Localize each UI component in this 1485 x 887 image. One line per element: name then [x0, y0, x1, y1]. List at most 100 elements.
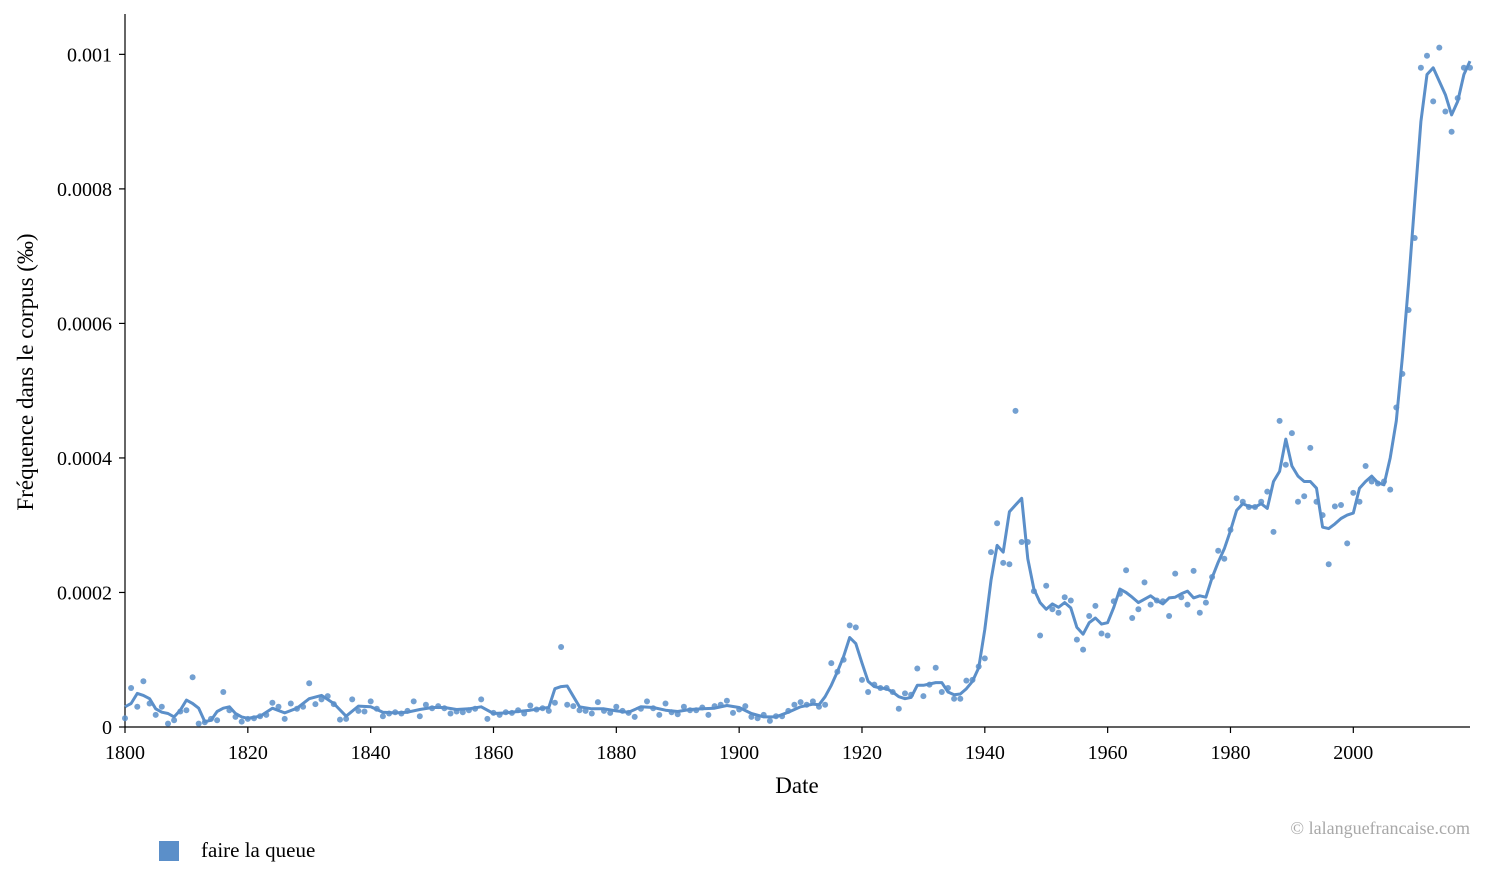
- x-tick-label: 1920: [842, 742, 882, 764]
- series-line: [124, 60, 1472, 724]
- data-point: [1350, 489, 1357, 496]
- x-tick-label: 1880: [596, 742, 636, 764]
- x-tick-label: 1800: [105, 742, 145, 764]
- data-point: [1196, 609, 1203, 616]
- data-point: [1147, 601, 1154, 608]
- data-point: [914, 665, 921, 672]
- data-point: [1430, 98, 1437, 105]
- x-tick-label: 1840: [351, 742, 391, 764]
- data-point: [355, 707, 362, 714]
- data-point: [797, 699, 804, 706]
- data-point: [994, 520, 1001, 527]
- data-point: [1270, 528, 1277, 535]
- y-tick-label: 0.001: [67, 44, 112, 66]
- data-point: [766, 717, 773, 724]
- data-point: [189, 674, 196, 681]
- data-point: [1442, 108, 1449, 115]
- data-point: [1202, 599, 1209, 606]
- data-point: [938, 689, 945, 695]
- data-point: [1141, 579, 1148, 586]
- data-point: [140, 678, 147, 685]
- data-point: [551, 699, 558, 706]
- data-point: [730, 709, 736, 716]
- data-point: [1018, 539, 1025, 545]
- data-point: [349, 696, 356, 703]
- data-point: [1086, 613, 1093, 619]
- data-point: [158, 703, 165, 710]
- data-point: [312, 701, 319, 708]
- x-tick-label: 1940: [965, 742, 1005, 764]
- data-point: [422, 701, 429, 708]
- data-point: [705, 711, 712, 718]
- y-axis: 0 0.0002 0.0004 0.0006 0.0008 0.001: [57, 14, 126, 739]
- x-tick-label: 1900: [719, 742, 759, 764]
- data-point: [1000, 559, 1007, 566]
- data-point: [379, 713, 386, 720]
- data-point: [478, 696, 485, 703]
- data-point: [932, 664, 939, 671]
- data-point: [859, 676, 865, 683]
- data-point: [183, 707, 190, 714]
- data-point: [361, 708, 368, 715]
- data-point: [822, 701, 829, 708]
- data-point: [1067, 597, 1074, 604]
- data-point: [1387, 486, 1394, 493]
- data-point: [1307, 444, 1314, 451]
- data-point: [1135, 606, 1142, 613]
- data-point: [269, 699, 276, 706]
- data-point: [1436, 44, 1443, 51]
- data-point: [1301, 493, 1308, 500]
- data-point: [1221, 555, 1228, 562]
- data-point: [1049, 606, 1056, 613]
- data-point: [951, 695, 958, 702]
- data-point: [1282, 461, 1289, 468]
- data-point: [1123, 567, 1130, 574]
- data-point: [1338, 502, 1344, 508]
- data-point: [644, 698, 650, 705]
- data-point: [564, 701, 571, 708]
- data-point: [988, 549, 994, 556]
- legend-swatch: [159, 840, 179, 861]
- data-point: [484, 715, 491, 722]
- data-point: [122, 715, 128, 722]
- data-point: [1012, 407, 1019, 414]
- data-point: [594, 699, 601, 706]
- data-point: [742, 703, 749, 710]
- data-point: [1424, 52, 1430, 59]
- data-point: [1325, 561, 1332, 568]
- data-point: [1368, 478, 1375, 485]
- data-point: [134, 703, 141, 710]
- data-point: [680, 703, 687, 710]
- y-axis-title: Fréquence dans le corpus (‰): [13, 233, 38, 510]
- x-axis-title: Date: [775, 773, 818, 798]
- data-point: [1288, 430, 1295, 437]
- x-tick-label: 1820: [228, 742, 268, 764]
- data-point: [195, 720, 202, 727]
- data-point: [1172, 570, 1179, 577]
- data-point: [1073, 636, 1080, 643]
- data-point: [895, 705, 902, 712]
- series-lines: [124, 60, 1472, 724]
- y-tick-label: 0.0008: [57, 179, 112, 201]
- data-point: [281, 715, 288, 722]
- data-point: [1129, 615, 1136, 621]
- data-point: [1006, 561, 1013, 568]
- data-point: [656, 711, 663, 718]
- data-point: [1295, 498, 1301, 505]
- data-point: [410, 698, 417, 705]
- data-point: [1184, 601, 1191, 608]
- data-point: [828, 660, 835, 667]
- data-point: [1080, 646, 1087, 653]
- scatter-points: [122, 44, 1473, 727]
- data-point: [865, 689, 872, 695]
- data-point: [1448, 128, 1455, 135]
- data-point: [963, 677, 970, 684]
- data-point: [152, 711, 159, 718]
- data-point: [791, 701, 798, 708]
- data-point: [1061, 594, 1068, 601]
- data-point: [527, 702, 534, 709]
- data-point: [1092, 602, 1099, 609]
- data-point: [613, 703, 620, 710]
- data-point: [1055, 609, 1062, 616]
- data-point: [275, 703, 282, 710]
